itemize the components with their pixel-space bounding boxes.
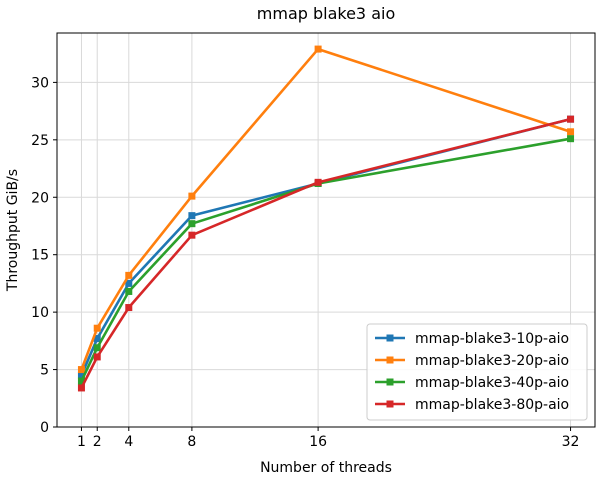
series-mmap-blake3-20p-aio bbox=[77, 45, 575, 374]
data-point bbox=[314, 178, 322, 186]
series-line bbox=[80, 47, 571, 371]
series-mmap-blake3-80p-aio bbox=[77, 115, 575, 392]
data-point bbox=[567, 128, 575, 136]
x-tick-label: 8 bbox=[187, 434, 196, 450]
data-point bbox=[188, 192, 196, 200]
data-point bbox=[125, 279, 133, 287]
legend-label: mmap-blake3-80p-aio bbox=[415, 397, 569, 413]
data-point bbox=[93, 324, 101, 332]
y-tick-label: 30 bbox=[31, 75, 49, 91]
data-point bbox=[125, 287, 133, 295]
y-tick-label: 10 bbox=[31, 305, 49, 321]
legend-marker bbox=[386, 378, 394, 386]
y-tick-label: 15 bbox=[31, 248, 49, 264]
data-point bbox=[93, 335, 101, 343]
series-layer bbox=[77, 45, 575, 392]
series-line bbox=[80, 117, 571, 389]
legend: mmap-blake3-10p-aio mmap-blake3-20p-aio mm… bbox=[366, 323, 588, 421]
legend-label: mmap-blake3-40p-aio bbox=[415, 375, 569, 391]
x-tick-label: 1 bbox=[77, 434, 86, 450]
data-point bbox=[125, 304, 133, 312]
legend-item: mmap-blake3-20p-aio bbox=[375, 353, 569, 369]
grid bbox=[57, 33, 595, 428]
legend-item: mmap-blake3-80p-aio bbox=[375, 397, 569, 413]
x-axis-label: Number of threads bbox=[260, 460, 392, 476]
ticks: 1 2 4 8 16 32 0 5 10 15 20 25 30 bbox=[31, 75, 579, 450]
data-point bbox=[188, 220, 196, 228]
x-tick-label: 4 bbox=[124, 434, 133, 450]
plot-frame bbox=[56, 32, 596, 428]
legend-item: mmap-blake3-10p-aio bbox=[375, 331, 569, 347]
y-tick-label: 25 bbox=[31, 133, 49, 149]
data-point bbox=[314, 45, 322, 53]
data-point bbox=[188, 212, 196, 220]
x-tick-label: 2 bbox=[93, 434, 102, 450]
legend-marker bbox=[386, 356, 394, 364]
data-point bbox=[77, 371, 85, 379]
y-tick-label: 0 bbox=[40, 420, 49, 436]
x-tick-label: 16 bbox=[309, 434, 327, 450]
data-point bbox=[188, 231, 196, 239]
data-point bbox=[567, 135, 575, 143]
series-line bbox=[80, 137, 571, 382]
data-point bbox=[93, 344, 101, 352]
legend-marker bbox=[386, 334, 394, 342]
legend-box bbox=[366, 323, 588, 421]
data-point bbox=[77, 377, 85, 385]
data-point bbox=[125, 271, 133, 279]
x-tick-label: 32 bbox=[562, 434, 580, 450]
legend-label: mmap-blake3-20p-aio bbox=[415, 353, 569, 369]
y-tick-label: 20 bbox=[31, 190, 49, 206]
legend-marker bbox=[386, 400, 394, 408]
data-point bbox=[77, 384, 85, 392]
data-point bbox=[567, 115, 575, 123]
legend-item: mmap-blake3-40p-aio bbox=[375, 375, 569, 391]
chart-title: mmap blake3 aio bbox=[257, 4, 395, 23]
data-point bbox=[93, 353, 101, 361]
legend-label: mmap-blake3-10p-aio bbox=[415, 331, 569, 347]
y-axis-label: Throughput GiB/s bbox=[5, 169, 21, 292]
y-tick-label: 5 bbox=[40, 363, 49, 379]
data-point bbox=[77, 366, 85, 374]
